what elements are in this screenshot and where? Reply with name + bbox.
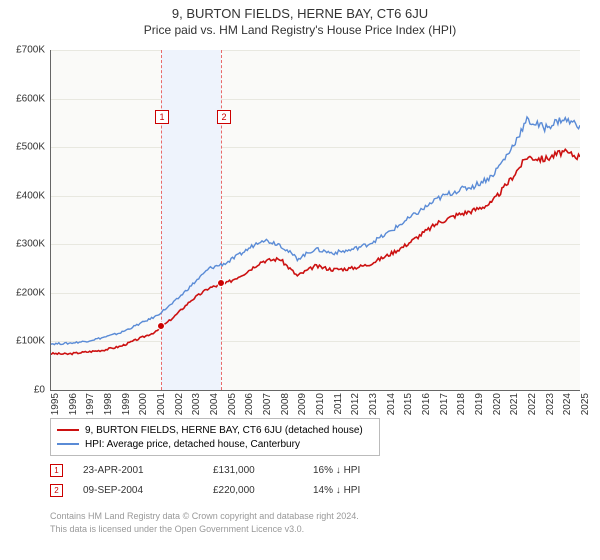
x-tick-label: 2009 xyxy=(297,393,308,415)
series-property xyxy=(50,149,580,354)
legend-swatch xyxy=(57,429,79,431)
chart-subtitle: Price paid vs. HM Land Registry's House … xyxy=(0,23,600,37)
y-tick-label: £600K xyxy=(16,93,45,104)
x-tick-label: 2017 xyxy=(439,393,450,415)
sale-price: £131,000 xyxy=(213,465,293,476)
x-tick-label: 2014 xyxy=(386,393,397,415)
y-tick-label: £0 xyxy=(34,385,45,396)
x-tick-label: 2010 xyxy=(315,393,326,415)
sale-date: 23-APR-2001 xyxy=(83,465,193,476)
legend-label: HPI: Average price, detached house, Cant… xyxy=(85,439,300,450)
x-tick-label: 2023 xyxy=(545,393,556,415)
x-tick-label: 2002 xyxy=(174,393,185,415)
x-tick-label: 2024 xyxy=(562,393,573,415)
x-tick-label: 2003 xyxy=(191,393,202,415)
x-tick-label: 2015 xyxy=(403,393,414,415)
x-tick-label: 2001 xyxy=(156,393,167,415)
sale-index-marker: 1 xyxy=(50,464,63,477)
x-tick-label: 2021 xyxy=(509,393,520,415)
footer-attribution: Contains HM Land Registry data © Crown c… xyxy=(50,510,359,535)
y-tick-label: £300K xyxy=(16,239,45,250)
footer-line2: This data is licensed under the Open Gov… xyxy=(50,523,359,536)
sales-table: 1 23-APR-2001 £131,000 16% ↓ HPI 2 09-SEP-200… xyxy=(50,460,403,500)
footer-line1: Contains HM Land Registry data © Crown c… xyxy=(50,510,359,523)
y-tick-label: £400K xyxy=(16,190,45,201)
x-tick-label: 1999 xyxy=(121,393,132,415)
x-tick-label: 2020 xyxy=(492,393,503,415)
y-axis xyxy=(50,50,51,390)
x-tick-label: 2005 xyxy=(227,393,238,415)
legend-row: HPI: Average price, detached house, Cant… xyxy=(57,437,373,451)
x-tick-label: 1995 xyxy=(50,393,61,415)
line-series xyxy=(50,50,580,390)
x-tick-label: 2012 xyxy=(350,393,361,415)
legend-swatch xyxy=(57,443,79,445)
x-tick-label: 2016 xyxy=(421,393,432,415)
x-tick-label: 2007 xyxy=(262,393,273,415)
x-tick-label: 1998 xyxy=(103,393,114,415)
x-tick-label: 2013 xyxy=(368,393,379,415)
sale-marker-box: 2 xyxy=(217,110,231,124)
sales-row: 1 23-APR-2001 £131,000 16% ↓ HPI xyxy=(50,460,403,480)
chart-title-address: 9, BURTON FIELDS, HERNE BAY, CT6 6JU xyxy=(0,6,600,21)
sale-date: 09-SEP-2004 xyxy=(83,485,193,496)
sale-marker-box: 1 xyxy=(155,110,169,124)
sale-price: £220,000 xyxy=(213,485,293,496)
x-tick-label: 2000 xyxy=(138,393,149,415)
sale-index-marker: 2 xyxy=(50,484,63,497)
y-tick-label: £200K xyxy=(16,287,45,298)
sale-marker-dot xyxy=(157,322,165,330)
y-tick-label: £100K xyxy=(16,336,45,347)
sales-row: 2 09-SEP-2004 £220,000 14% ↓ HPI xyxy=(50,480,403,500)
x-tick-label: 2018 xyxy=(456,393,467,415)
y-tick-label: £700K xyxy=(16,45,45,56)
x-tick-label: 2008 xyxy=(280,393,291,415)
chart-plot-area: 12 £0£100K£200K£300K£400K£500K£600K£700K… xyxy=(50,50,580,390)
x-tick-label: 2019 xyxy=(474,393,485,415)
legend-label: 9, BURTON FIELDS, HERNE BAY, CT6 6JU (de… xyxy=(85,425,363,436)
x-tick-label: 1997 xyxy=(85,393,96,415)
y-tick-label: £500K xyxy=(16,142,45,153)
x-tick-label: 2011 xyxy=(333,393,344,415)
x-tick-label: 1996 xyxy=(68,393,79,415)
x-tick-label: 2022 xyxy=(527,393,538,415)
x-axis xyxy=(50,390,580,391)
x-tick-label: 2025 xyxy=(580,393,591,415)
x-tick-label: 2006 xyxy=(244,393,255,415)
series-hpi xyxy=(50,117,580,345)
sale-hpi-diff: 16% ↓ HPI xyxy=(313,465,403,476)
sale-hpi-diff: 14% ↓ HPI xyxy=(313,485,403,496)
legend: 9, BURTON FIELDS, HERNE BAY, CT6 6JU (de… xyxy=(50,418,380,456)
x-tick-label: 2004 xyxy=(209,393,220,415)
legend-row: 9, BURTON FIELDS, HERNE BAY, CT6 6JU (de… xyxy=(57,423,373,437)
sale-marker-dot xyxy=(217,279,225,287)
